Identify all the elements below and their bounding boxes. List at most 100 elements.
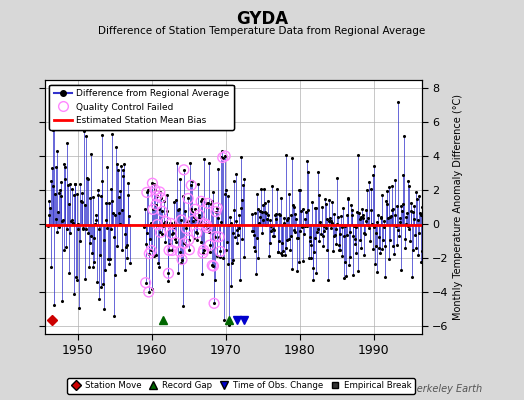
Point [277, 195, 286, 201]
Point [159, 198, 168, 205]
Point [375, 234, 383, 240]
Point [292, 216, 300, 222]
Point [191, 229, 200, 235]
Point [216, 248, 224, 254]
Point [91, 220, 99, 227]
Point [411, 232, 419, 238]
Point [53, 148, 61, 154]
Point [312, 205, 321, 211]
Point [247, 228, 256, 234]
Point [59, 216, 67, 223]
Point [58, 218, 67, 224]
Point [160, 238, 169, 245]
Point [92, 217, 101, 223]
Point [272, 211, 280, 217]
Point [114, 193, 123, 200]
Point [357, 214, 365, 221]
Point [149, 180, 158, 187]
Point [334, 247, 343, 253]
Point [260, 186, 268, 192]
Point [85, 264, 93, 270]
Point [352, 250, 360, 256]
Point [61, 176, 70, 182]
Point [71, 181, 80, 188]
Point [173, 207, 182, 213]
Point [151, 252, 160, 258]
Point [180, 240, 189, 246]
Point [99, 280, 107, 287]
Point [97, 192, 105, 199]
Point [118, 167, 127, 173]
Point [307, 242, 315, 248]
Point [177, 217, 185, 223]
Point [415, 193, 423, 199]
Point [348, 212, 356, 218]
Point [286, 233, 294, 240]
Point [106, 256, 114, 262]
Point [371, 261, 379, 268]
Point [365, 179, 373, 185]
Point [68, 186, 76, 192]
Point [179, 193, 188, 199]
Point [328, 220, 336, 226]
Point [269, 225, 277, 232]
Point [145, 289, 153, 295]
Point [265, 216, 274, 223]
Point [300, 216, 309, 223]
Point [215, 234, 223, 240]
Point [340, 232, 348, 239]
Point [107, 198, 116, 204]
Point [180, 240, 189, 246]
Point [331, 225, 340, 232]
Point [311, 235, 319, 242]
Point [312, 270, 320, 277]
Point [297, 208, 305, 214]
Point [185, 246, 193, 253]
Point [264, 198, 272, 204]
Point [351, 241, 359, 247]
Point [239, 176, 248, 182]
Point [275, 237, 283, 244]
Point [57, 178, 65, 185]
Point [381, 242, 390, 249]
Point [366, 238, 374, 244]
Point [318, 204, 326, 210]
Point [182, 225, 191, 232]
Point [162, 218, 170, 225]
Point [240, 254, 248, 260]
Point [261, 210, 270, 216]
Point [145, 250, 154, 257]
Point [193, 230, 201, 236]
Point [384, 256, 392, 262]
Point [51, 164, 60, 170]
Point [205, 159, 213, 166]
Point [208, 197, 216, 204]
Point [119, 173, 128, 179]
Point [167, 231, 176, 237]
Point [151, 187, 159, 193]
Point [215, 234, 223, 240]
Point [87, 150, 95, 157]
Point [405, 183, 413, 190]
Point [180, 166, 188, 173]
Point [420, 179, 428, 185]
Point [111, 212, 119, 218]
Point [204, 200, 212, 207]
Point [164, 270, 172, 276]
Point [296, 227, 304, 234]
Point [53, 229, 62, 235]
Point [213, 205, 221, 211]
Point [49, 127, 57, 133]
Point [189, 217, 198, 224]
Point [172, 197, 181, 204]
Point [399, 172, 408, 178]
Point [177, 217, 185, 223]
Point [56, 187, 64, 194]
Point [226, 283, 235, 289]
Point [168, 247, 177, 254]
Point [90, 235, 99, 242]
Point [233, 227, 242, 234]
Point [393, 242, 401, 248]
Text: GYDA: GYDA [236, 10, 288, 28]
Point [202, 200, 210, 206]
